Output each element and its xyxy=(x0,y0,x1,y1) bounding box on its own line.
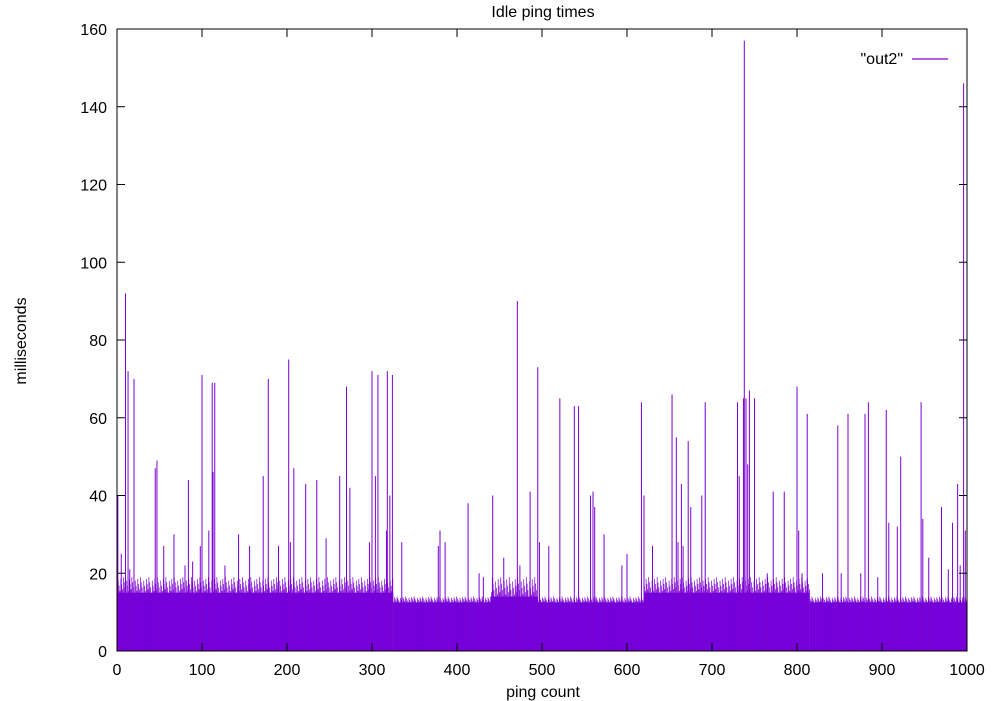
x-tick-label-400: 400 xyxy=(444,662,471,679)
legend: "out2" xyxy=(861,51,948,68)
x-axis-label: ping count xyxy=(506,684,580,701)
y-tick-label-20: 20 xyxy=(89,566,107,583)
y-tick-label-140: 140 xyxy=(80,100,107,117)
y-tick-label-160: 160 xyxy=(80,22,107,39)
y-tick-label-0: 0 xyxy=(98,644,107,661)
y-tick-label-100: 100 xyxy=(80,255,107,272)
axis-ticks: 0 100 200 300 400 500 600 700 800 900 1000 0 20 40 60 8… xyxy=(80,22,985,679)
x-tick-label-300: 300 xyxy=(359,662,386,679)
y-axis-label: milliseconds xyxy=(13,297,30,384)
x-tick-label-900: 900 xyxy=(869,662,896,679)
x-tick-label-700: 700 xyxy=(699,662,726,679)
x-tick-label-800: 800 xyxy=(784,662,811,679)
y-tick-label-80: 80 xyxy=(89,333,107,350)
bar-series xyxy=(117,40,967,651)
x-tick-label-200: 200 xyxy=(274,662,301,679)
y-tick-label-60: 60 xyxy=(89,411,107,428)
chart-title: Idle ping times xyxy=(491,4,594,21)
y-tick-label-40: 40 xyxy=(89,489,107,506)
y-tick-label-120: 120 xyxy=(80,178,107,195)
x-tick-label-0: 0 xyxy=(113,662,122,679)
x-tick-label-1000: 1000 xyxy=(949,662,985,679)
legend-label-out2: "out2" xyxy=(861,51,904,68)
plot-frame xyxy=(116,28,968,652)
x-tick-label-100: 100 xyxy=(189,662,216,679)
x-tick-label-600: 600 xyxy=(614,662,641,679)
x-tick-label-500: 500 xyxy=(529,662,556,679)
